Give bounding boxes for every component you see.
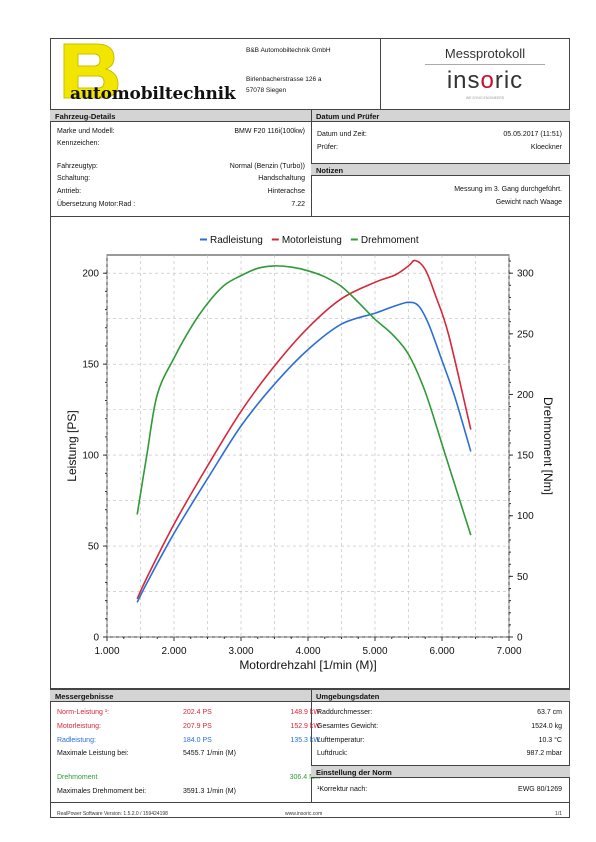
inspection-value: Kloeckner (530, 144, 562, 151)
vehicle-label: Kennzeichen: (57, 140, 100, 147)
series-line-drehmoment (136, 265, 472, 536)
inspection-label: Prüfer: (317, 144, 339, 151)
series-line-motorleistung (136, 259, 472, 600)
environment-value: 1524.0 kg (531, 723, 562, 730)
company-city: 57078 Siegen (246, 87, 287, 94)
result-label: Motorleistung: (57, 723, 101, 730)
vehicle-value: 7.22 (291, 201, 305, 208)
protocol-title: Messprotokoll (444, 46, 526, 61)
x-tick-label: 6.000 (429, 646, 454, 657)
y2-tick-label: 250 (517, 329, 534, 340)
report-frame (50, 38, 570, 818)
y2-tick-label: 200 (517, 390, 534, 401)
x-tick-label: 5.000 (362, 646, 387, 657)
brand-tagline: WE DYNO ENGINEERS (465, 96, 505, 100)
legend-label: Radleistung (210, 235, 263, 246)
logo-wordmark: automobiltechnik (70, 84, 236, 104)
results-section-title: Messergebnisse (50, 689, 311, 702)
footer-url[interactable]: www.insoric.com (285, 811, 323, 817)
result-label: Drehmoment (57, 774, 98, 781)
inspection-label: Datum und Zeit: (317, 131, 367, 138)
legend-label: Drehmoment (361, 235, 419, 246)
result-value-secondary: 135.3 kW (290, 737, 320, 744)
x-tick-label: 3.000 (228, 646, 253, 657)
result-label: Maximale Leistung bei: (57, 750, 129, 757)
brand-logo: insoric (446, 67, 524, 94)
result-label: Maximales Drehmoment bei: (57, 788, 147, 795)
y-tick-label: 50 (88, 542, 100, 553)
environment-label: Luftdruck: (317, 750, 348, 757)
results-divider (311, 689, 312, 802)
result-label: Radleistung: (57, 737, 96, 744)
y2-tick-label: 0 (517, 633, 523, 644)
environment-value: 63.7 cm (537, 709, 562, 716)
company-logo-icon (63, 43, 119, 99)
result-value-primary: 202.4 PS (183, 709, 212, 716)
note-line: Messung im 3. Gang durchgeführt. (454, 186, 562, 193)
vehicle-label: Antrieb: (57, 188, 82, 195)
y-tick-label: 100 (82, 451, 99, 462)
header-divider (380, 38, 381, 109)
environment-value: 987.2 mbar (526, 750, 562, 757)
norm-value: EWG 80/1269 (518, 786, 562, 793)
company-street: Birlenbacherstrasse 126 a (246, 76, 322, 83)
x-tick-label: 4.000 (295, 646, 320, 657)
norm-label: ¹Korrektur nach: (317, 786, 368, 793)
vehicle-label: Fahrzeugtyp: (57, 163, 98, 170)
y2-tick-label: 300 (517, 269, 534, 280)
vehicle-label: Marke und Modell: (57, 128, 115, 135)
result-value-secondary: 148.9 kW (290, 709, 320, 716)
environment-label: Lufttemperatur: (317, 737, 365, 744)
x-tick-label: 7.000 (496, 646, 521, 657)
inspection-section-title: Datum und Prüfer (311, 109, 570, 122)
y-tick-label: 150 (82, 360, 99, 371)
chart-bottom-rule (50, 688, 570, 689)
y2-tick-label: 150 (517, 451, 534, 462)
environment-label: Raddurchmesser: (317, 709, 373, 716)
y-axis-label: Leistung [PS] (65, 410, 79, 481)
vehicle-value: BMW F20 116i(100kw) (234, 128, 305, 135)
y-tick-label: 0 (93, 633, 99, 644)
environment-value: 10.3 °C (538, 737, 562, 744)
environment-section-title: Umgebungsdaten (311, 689, 570, 702)
x-tick-label: 1.000 (94, 646, 119, 657)
vehicle-label: Übersetzung Motor:Rad : (57, 201, 136, 208)
y2-tick-label: 50 (517, 572, 529, 583)
dyno-chart: 1.000 2.000 3.000 4.000 5.000 6.000 7.000 0 50 10… (65, 235, 555, 672)
result-value-secondary: 152.9 kW (290, 723, 320, 730)
y2-tick-label: 100 (517, 511, 534, 522)
vehicle-section-title: Fahrzeug-Details (50, 109, 311, 122)
note-line: Gewicht nach Waage (495, 199, 562, 206)
result-value-primary: 5455.7 1/min (M) (183, 750, 236, 757)
software-version: RealPower Software Version: 1.5.2.0 / 15… (57, 811, 168, 817)
y-tick-label: 200 (82, 269, 99, 280)
series-line-radleistung (136, 301, 472, 603)
vehicle-value: Hinterachse (267, 188, 305, 195)
company-name: B&B Automobiltechnik GmbH (246, 47, 331, 54)
chart-top-rule (50, 216, 570, 217)
x-axis-label: Motordrehzahl [1/min (M)] (239, 658, 376, 672)
legend-label: Motorleistung (282, 235, 342, 246)
vehicle-value: Handschaltung (258, 175, 305, 182)
inspection-value: 05.05.2017 (11:51) (503, 131, 562, 138)
page-number: 1/1 (555, 811, 562, 817)
notes-section-title: Notizen (311, 163, 570, 176)
result-label: Norm-Leistung ¹: (57, 709, 110, 716)
environment-label: Gesamtes Gewicht: (317, 723, 379, 730)
vehicle-label: Schaltung: (57, 175, 91, 182)
result-value-primary: 184.0 PS (183, 737, 212, 744)
x-tick-label: 2.000 (161, 646, 186, 657)
vehicle-value: Normal (Benzin (Turbo)) (229, 163, 305, 170)
result-value-primary: 207.9 PS (183, 723, 212, 730)
details-divider (311, 109, 312, 216)
y2-axis-label: Drehmoment [Nm] (541, 397, 555, 495)
results-bottom-rule (50, 802, 570, 803)
result-value-primary: 3591.3 1/min (M) (183, 788, 236, 795)
result-value-secondary: 306.4 Nm (289, 774, 320, 781)
norm-section-title: Einstellung der Norm (311, 765, 570, 778)
title-rule (425, 64, 545, 65)
